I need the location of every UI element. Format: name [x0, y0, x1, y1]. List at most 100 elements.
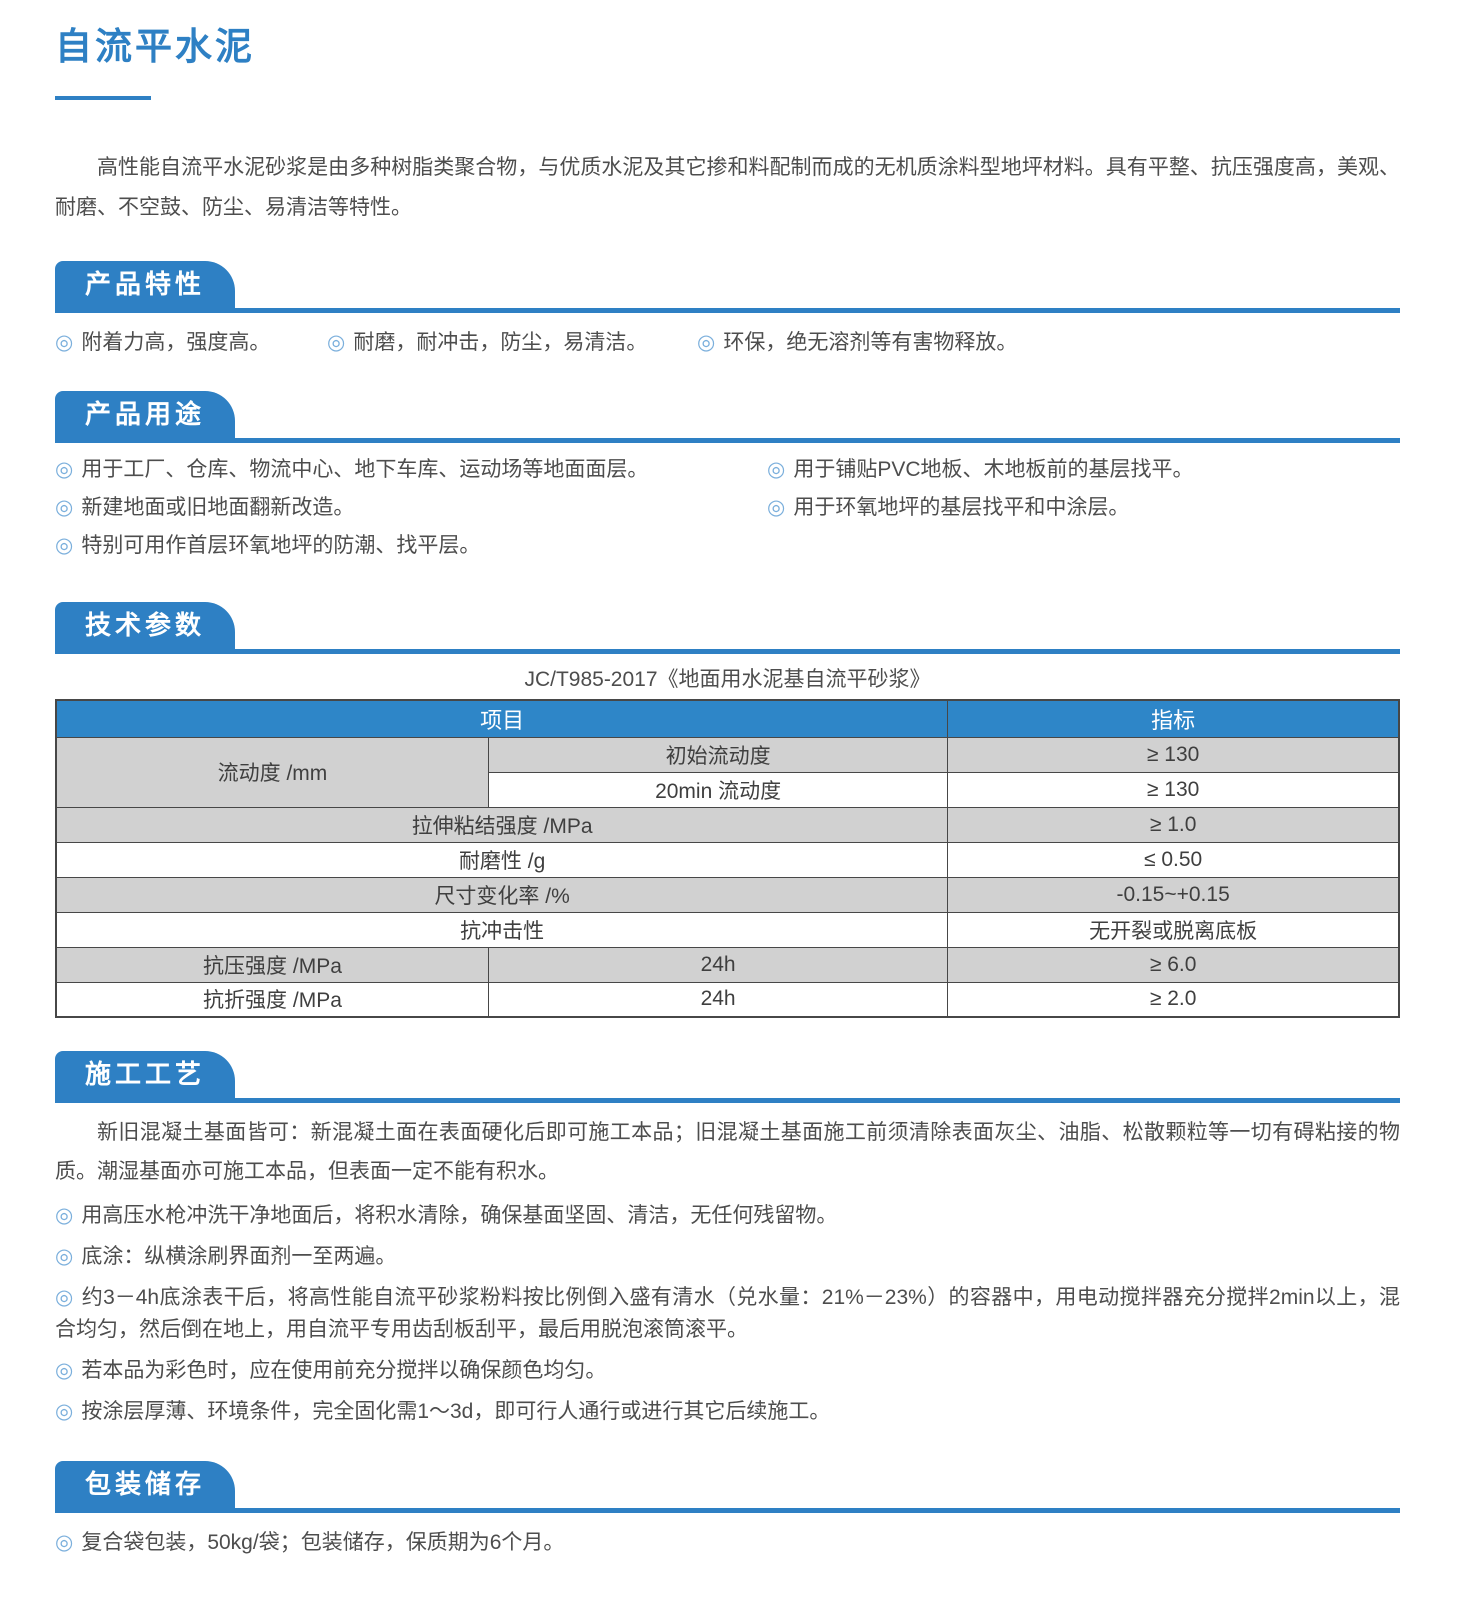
table-row: 尺寸变化率 /% -0.15~+0.15	[55, 876, 1400, 913]
section-heading-tab: 产品特性	[55, 261, 235, 308]
section-packaging: 包装储存 ◎ 复合袋包装，50kg/袋；包装储存，保质期为6个月。	[55, 1461, 1400, 1559]
table-cell: 无开裂或脱离底板	[947, 911, 1400, 948]
section-tech-params: 技术参数 JC/T985-2017《地面用水泥基自流平砂浆》 项目 指标 流动度…	[55, 602, 1400, 1018]
column-header-index: 指标	[947, 699, 1400, 738]
table-row: 拉伸粘结强度 /MPa ≥ 1.0	[55, 806, 1400, 843]
table-row: 耐磨性 /g ≤ 0.50	[55, 841, 1400, 878]
table-cell: 尺寸变化率 /%	[55, 876, 949, 913]
table-cell: ≥ 1.0	[947, 806, 1400, 843]
list-item: ◎ 特别可用作首层环氧地坪的防潮、找平层。	[55, 531, 767, 561]
use-text: 用于铺贴PVC地板、木地板前的基层找平。	[793, 458, 1194, 481]
table-row: 流动度 /mm 初始流动度 ≥ 130	[55, 736, 1400, 808]
table-cell: 抗冲击性	[55, 911, 949, 948]
double-circle-bullet-icon: ◎	[55, 331, 74, 354]
section-heading-tab: 产品用途	[55, 391, 235, 438]
uses-right-column: ◎ 用于铺贴PVC地板、木地板前的基层找平。 ◎ 用于环氧地坪的基层找平和中涂层。	[767, 455, 1400, 569]
list-item: ◎ 用于工厂、仓库、物流中心、地下车库、运动场等地面面层。	[55, 455, 767, 485]
table-cell: -0.15~+0.15	[947, 876, 1400, 913]
use-text: 特别可用作首层环氧地坪的防潮、找平层。	[81, 534, 481, 557]
use-text: 用于环氧地坪的基层找平和中涂层。	[793, 496, 1130, 519]
double-circle-bullet-icon: ◎	[55, 1204, 74, 1227]
double-circle-bullet-icon: ◎	[55, 1400, 74, 1423]
double-circle-bullet-icon: ◎	[55, 534, 74, 557]
step-text: 用高压水枪冲洗干净地面后，将积水清除，确保基面坚固、清洁，无任何残留物。	[81, 1204, 838, 1227]
table-cell: ≥ 130	[947, 736, 1400, 773]
process-steps-list: ◎ 用高压水枪冲洗干净地面后，将积水清除，确保基面坚固、清洁，无任何残留物。 ◎ 底…	[55, 1200, 1400, 1428]
double-circle-bullet-icon: ◎	[327, 331, 346, 354]
feature-text: 附着力高，强度高。	[81, 331, 271, 354]
double-circle-bullet-icon: ◎	[55, 458, 74, 481]
column-header-item: 项目	[55, 699, 949, 738]
use-text: 新建地面或旧地面翻新改造。	[81, 496, 355, 519]
list-item: ◎ 约3－4h底涂表干后，将高性能自流平砂浆粉料按比例倒入盛有清水（兑水量：21%…	[55, 1282, 1400, 1346]
section-header-rule: 产品用途	[55, 391, 1400, 443]
section-header-rule: 技术参数	[55, 602, 1400, 654]
table-row: 20min 流动度 ≥ 130	[56, 771, 1400, 808]
title-underline-rule	[55, 96, 151, 100]
table-cell: ≥ 130	[947, 771, 1400, 808]
table-row: 抗折强度 /MPa 24h ≥ 2.0	[55, 981, 1400, 1018]
section-uses: 产品用途 ◎ 用于工厂、仓库、物流中心、地下车库、运动场等地面面层。 ◎ 新建地面或…	[55, 391, 1400, 569]
table-cell: ≥ 6.0	[947, 946, 1400, 983]
intro-paragraph: 高性能自流平水泥砂浆是由多种树脂类聚合物，与优质水泥及其它掺和料配制而成的无机质…	[55, 156, 1400, 219]
table-cell: ≥ 2.0	[947, 981, 1400, 1018]
section-heading-tab: 技术参数	[55, 602, 235, 649]
table-row: 抗冲击性 无开裂或脱离底板	[55, 911, 1400, 948]
table-cell: ≤ 0.50	[947, 841, 1400, 878]
list-item: ◎ 按涂层厚薄、环境条件，完全固化需1～3d，即可行人通行或进行其它后续施工。	[55, 1396, 1400, 1428]
double-circle-bullet-icon: ◎	[55, 1286, 74, 1309]
step-text: 按涂层厚薄、环境条件，完全固化需1～3d，即可行人通行或进行其它后续施工。	[81, 1400, 831, 1423]
list-item: ◎ 复合袋包装，50kg/袋；包装储存，保质期为6个月。	[55, 1527, 1400, 1559]
list-item: ◎ 附着力高，强度高。	[55, 328, 327, 358]
use-text: 用于工厂、仓库、物流中心、地下车库、运动场等地面面层。	[81, 458, 649, 481]
table-cell: 拉伸粘结强度 /MPa	[55, 806, 949, 843]
section-header-rule: 产品特性	[55, 261, 1400, 313]
section-process: 施工工艺 新旧混凝土基面皆可：新混凝土面在表面硬化后即可施工本品；旧混凝土基面施…	[55, 1051, 1400, 1428]
list-item: ◎ 环保，绝无溶剂等有害物释放。	[697, 328, 1017, 358]
section-features: 产品特性 ◎ 附着力高，强度高。 ◎ 耐磨，耐冲击，防尘，易清洁。 ◎ 环保，绝无溶剂…	[55, 261, 1400, 358]
section-header-rule: 施工工艺	[55, 1051, 1400, 1103]
double-circle-bullet-icon: ◎	[55, 1531, 74, 1554]
section-heading-tab: 施工工艺	[55, 1051, 235, 1098]
double-circle-bullet-icon: ◎	[55, 1245, 74, 1268]
list-item: ◎ 耐磨，耐冲击，防尘，易清洁。	[327, 328, 697, 358]
packaging-text: 复合袋包装，50kg/袋；包装储存，保质期为6个月。	[81, 1531, 565, 1554]
uses-left-column: ◎ 用于工厂、仓库、物流中心、地下车库、运动场等地面面层。 ◎ 新建地面或旧地面翻新…	[55, 455, 767, 569]
double-circle-bullet-icon: ◎	[767, 496, 786, 519]
table-cell: 耐磨性 /g	[55, 841, 949, 878]
table-cell: 抗压强度 /MPa	[55, 946, 489, 983]
uses-list: ◎ 用于工厂、仓库、物流中心、地下车库、运动场等地面面层。 ◎ 新建地面或旧地面翻新…	[55, 455, 1400, 569]
table-row: 抗压强度 /MPa 24h ≥ 6.0	[55, 946, 1400, 983]
section-heading-tab: 包装储存	[55, 1461, 235, 1508]
process-paragraph: 新旧混凝土基面皆可：新混凝土面在表面硬化后即可施工本品；旧混凝土基面施工前须清除…	[55, 1121, 1400, 1183]
feature-text: 环保，绝无溶剂等有害物释放。	[723, 331, 1018, 354]
double-circle-bullet-icon: ◎	[55, 1359, 74, 1382]
step-text: 约3－4h底涂表干后，将高性能自流平砂浆粉料按比例倒入盛有清水（兑水量：21%－…	[55, 1286, 1400, 1341]
list-item: ◎ 用于铺贴PVC地板、木地板前的基层找平。	[767, 455, 1400, 485]
packaging-list: ◎ 复合袋包装，50kg/袋；包装储存，保质期为6个月。	[55, 1527, 1400, 1559]
table-cell: 20min 流动度	[487, 771, 949, 808]
table-cell: 初始流动度	[487, 736, 949, 773]
step-text: 底涂：纵横涂刷界面剂一至两遍。	[81, 1245, 397, 1268]
table-cell: 抗折强度 /MPa	[55, 981, 489, 1018]
double-circle-bullet-icon: ◎	[767, 458, 786, 481]
table-header-row: 项目 指标	[55, 699, 1400, 738]
page-title: 自流平水泥	[55, 26, 255, 67]
list-item: ◎ 新建地面或旧地面翻新改造。	[55, 493, 767, 523]
tech-params-table: 项目 指标 流动度 /mm 初始流动度 ≥ 130 20min 流动度 ≥ 13…	[55, 699, 1400, 1018]
table-cell: 24h	[487, 946, 949, 983]
step-text: 若本品为彩色时，应在使用前充分搅拌以确保颜色均匀。	[81, 1359, 607, 1382]
list-item: ◎ 底涂：纵横涂刷界面剂一至两遍。	[55, 1241, 1400, 1273]
features-list: ◎ 附着力高，强度高。 ◎ 耐磨，耐冲击，防尘，易清洁。 ◎ 环保，绝无溶剂等有害物释…	[55, 328, 1400, 358]
table-cell: 24h	[487, 981, 949, 1018]
list-item: ◎ 用于环氧地坪的基层找平和中涂层。	[767, 493, 1400, 523]
table-standard-title: JC/T985-2017《地面用水泥基自流平砂浆》	[524, 668, 931, 691]
list-item: ◎ 用高压水枪冲洗干净地面后，将积水清除，确保基面坚固、清洁，无任何残留物。	[55, 1200, 1400, 1232]
feature-text: 耐磨，耐冲击，防尘，易清洁。	[353, 331, 648, 354]
section-header-rule: 包装储存	[55, 1461, 1400, 1513]
double-circle-bullet-icon: ◎	[55, 496, 74, 519]
table-cell: 流动度 /mm	[55, 736, 489, 808]
list-item: ◎ 若本品为彩色时，应在使用前充分搅拌以确保颜色均匀。	[55, 1355, 1400, 1387]
double-circle-bullet-icon: ◎	[697, 331, 716, 354]
